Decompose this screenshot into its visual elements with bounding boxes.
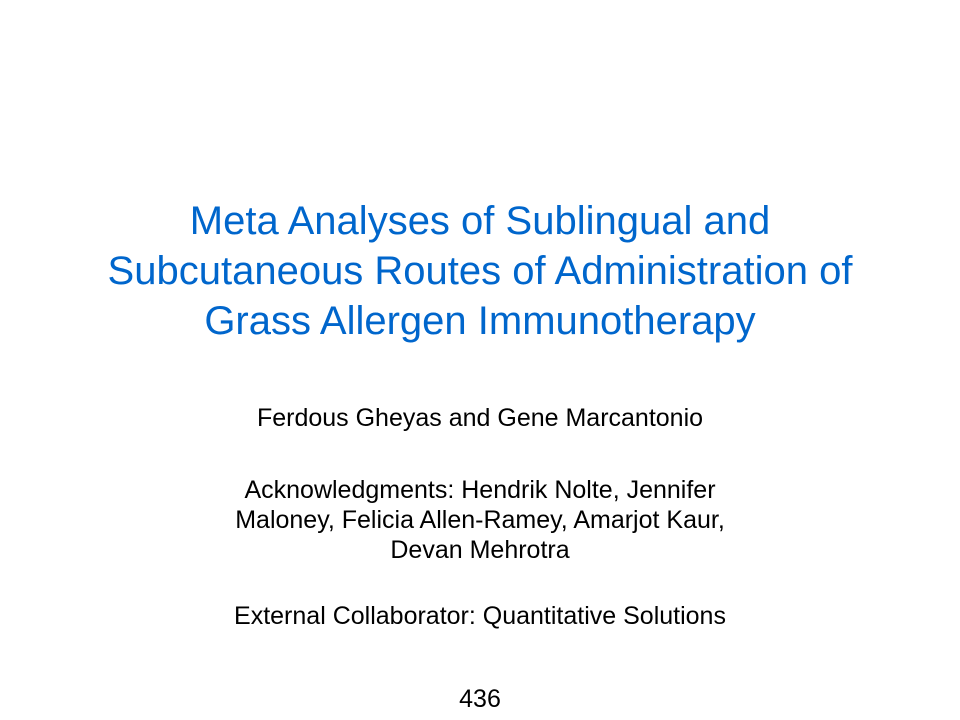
title-line-2: Subcutaneous Routes of Administration of — [107, 249, 853, 293]
acknowledgments-line-2: Maloney, Felicia Allen-Ramey, Amarjot Ka… — [235, 506, 725, 534]
acknowledgments-line-1: Acknowledgments: Hendrik Nolte, Jennifer — [244, 476, 716, 504]
title-line-1: Meta Analyses of Sublingual and — [189, 199, 771, 243]
authors: Ferdous Gheyas and Gene Marcantonio — [256, 404, 704, 432]
acknowledgments: Acknowledgments: Hendrik Nolte, Jennifer… — [0, 475, 960, 565]
page-number: 436 — [459, 685, 501, 713]
external-collaborator: External Collaborator: Quantitative Solu… — [234, 602, 726, 630]
title-line-3: Grass Allergen Immunotherapy — [204, 299, 756, 343]
slide-title: Meta Analyses of Sublingual and Subcutan… — [0, 196, 960, 346]
acknowledgments-line-3: Devan Mehrotra — [390, 536, 570, 564]
